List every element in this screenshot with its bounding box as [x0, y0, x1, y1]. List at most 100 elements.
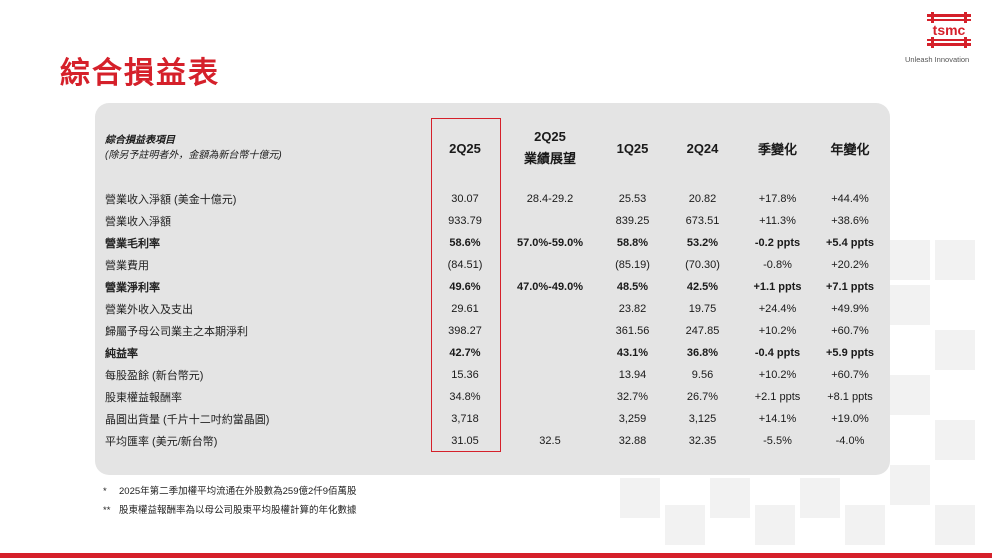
- table-row: 營業毛利率 58.6% 57.0%-59.0% 58.8% 53.2% -0.2 ppts…: [100, 232, 885, 254]
- table-cell: +60.7%: [831, 369, 869, 381]
- table-cell: 15.36: [451, 369, 479, 381]
- footnote: ** 股東權益報酬率為以母公司股東平均股權計算的年化數據: [103, 505, 357, 516]
- table-cell: +5.9 ppts: [826, 347, 874, 359]
- table-cell: 26.7%: [686, 391, 719, 403]
- decorative-square: [935, 330, 975, 370]
- table-row: 營業淨利率 49.6% 47.0%-49.0% 48.5% 42.5% +1.1 ppts…: [100, 276, 885, 298]
- table-cell: +10.2%: [758, 369, 797, 381]
- table-cell: -0.4 ppts: [754, 347, 801, 359]
- table-cell: 13.94: [618, 369, 647, 381]
- table-cell: 31.05: [451, 435, 479, 447]
- table-cell: 839.25: [615, 215, 650, 227]
- table-cell: -5.5%: [763, 435, 792, 447]
- table-cell: 19.75: [688, 303, 717, 315]
- column-header: 季變化: [757, 141, 797, 157]
- column-header: 年變化: [830, 141, 870, 157]
- footnote: * 2025年第二季加權平均流通在外股數為259億2仟9佰萬股: [103, 486, 357, 497]
- table-row: 平均匯率 (美元/新台幣) 31.05 32.5 32.88 32.35 -5.5% -4.…: [100, 430, 885, 452]
- header-label: 綜合損益表項目 (除另予註明者外，金額為新台幣十億元): [100, 118, 430, 178]
- table-cell: (70.30): [685, 259, 720, 271]
- decorative-square: [620, 478, 660, 518]
- decorative-square: [665, 505, 705, 545]
- table-cell: +49.9%: [831, 303, 869, 315]
- table-cell: 933.79: [448, 215, 482, 227]
- table-cell: 36.8%: [686, 347, 719, 359]
- table-cell: 47.0%-49.0%: [516, 281, 584, 293]
- table-cell: 673.51: [685, 215, 720, 227]
- page-title: 綜合損益表: [60, 56, 220, 91]
- table-cell: 361.56: [615, 325, 650, 337]
- table-cell: (85.19): [615, 259, 650, 271]
- table-cell: +60.7%: [831, 325, 869, 337]
- table-cell: +8.1 ppts: [827, 391, 873, 403]
- table-cell: 32.7%: [616, 391, 649, 403]
- table-cell: 49.6%: [449, 281, 481, 293]
- row-label: 營業收入淨額 (美金十億元): [105, 194, 237, 206]
- logo-text: tsmc: [933, 22, 966, 38]
- table-cell: +10.2%: [758, 325, 797, 337]
- table-cell: 25.53: [618, 193, 647, 205]
- table-cell: [500, 386, 600, 408]
- table-cell: 34.8%: [449, 391, 481, 403]
- table-cell: +44.4%: [831, 193, 869, 205]
- table-row: 歸屬予母公司業主之本期淨利 398.27 361.56 247.85 +10.2% +60…: [100, 320, 885, 342]
- table-cell: -0.2 ppts: [754, 237, 801, 249]
- table-cell: -4.0%: [835, 435, 865, 447]
- table-header-row: 綜合損益表項目 (除另予註明者外，金額為新台幣十億元) 2Q25 2Q25 業績…: [100, 118, 885, 178]
- table-cell: (84.51): [447, 259, 483, 271]
- table-cell: +19.0%: [831, 413, 869, 425]
- row-label: 營業費用: [105, 260, 149, 272]
- table-cell: +20.2%: [831, 259, 869, 271]
- decorative-square: [755, 505, 795, 545]
- table-cell: 28.4-29.2: [526, 193, 574, 205]
- column-header: 1Q25: [616, 140, 649, 156]
- table-cell: [500, 364, 600, 386]
- table-cell: [500, 408, 600, 430]
- decorative-square: [845, 505, 885, 545]
- income-statement-table: 綜合損益表項目 (除另予註明者外，金額為新台幣十億元) 2Q25 2Q25 業績…: [100, 118, 885, 452]
- table-cell: [500, 210, 600, 232]
- row-label: 股東權益報酬率: [105, 392, 182, 404]
- table-cell: 23.82: [618, 303, 647, 315]
- header-label-line2: (除另予註明者外，金額為新台幣十億元): [105, 150, 282, 161]
- row-label: 營業外收入及支出: [105, 304, 193, 316]
- table-cell: 9.56: [691, 369, 714, 381]
- table-cell: 20.82: [688, 193, 717, 205]
- table-cell: 3,259: [618, 413, 647, 425]
- row-label: 營業毛利率: [105, 238, 160, 250]
- table-cell: +5.4 ppts: [826, 237, 874, 249]
- table-body: 營業收入淨額 (美金十億元) 30.07 28.4-29.2 25.53 20.82 +1…: [100, 188, 885, 452]
- table-cell: [500, 254, 600, 276]
- table-cell: 32.5: [539, 435, 561, 447]
- bottom-accent-bar: [0, 553, 992, 558]
- table-cell: 32.88: [618, 435, 647, 447]
- table-cell: +14.1%: [758, 413, 797, 425]
- table-cell: 48.5%: [616, 281, 649, 293]
- table-cell: +24.4%: [758, 303, 797, 315]
- table-cell: [500, 320, 600, 342]
- row-label: 每股盈餘 (新台幣元): [105, 370, 204, 382]
- table-cell: +17.8%: [758, 193, 797, 205]
- table-cell: 42.7%: [449, 347, 481, 359]
- tagline: Unleash Innovation: [905, 55, 970, 64]
- decorative-square: [890, 375, 930, 415]
- current-quarter-highlight: [431, 118, 501, 452]
- decorative-square: [890, 285, 930, 325]
- row-label: 營業淨利率: [105, 282, 160, 294]
- decorative-square: [935, 420, 975, 460]
- header-label-line1: 綜合損益表項目: [105, 135, 175, 146]
- table-cell: 398.27: [448, 325, 482, 337]
- decorative-square: [935, 505, 975, 545]
- table-cell: 43.1%: [616, 347, 649, 359]
- table-row: 股東權益報酬率 34.8% 32.7% 26.7% +2.1 ppts +8.1 ppts: [100, 386, 885, 408]
- row-label: 營業收入淨額: [105, 216, 171, 228]
- row-label: 平均匯率 (美元/新台幣): [105, 436, 218, 448]
- table-cell: [500, 342, 600, 364]
- table-cell: [500, 298, 600, 320]
- decorative-square: [890, 240, 930, 280]
- table-row: 營業收入淨額 (美金十億元) 30.07 28.4-29.2 25.53 20.82 +1…: [100, 188, 885, 210]
- row-label: 純益率: [105, 348, 138, 360]
- table-row: 營業收入淨額 933.79 839.25 673.51 +11.3% +38.6%: [100, 210, 885, 232]
- footnotes: * 2025年第二季加權平均流通在外股數為259億2仟9佰萬股 ** 股東權益報酬率…: [103, 482, 357, 520]
- table-cell: +38.6%: [831, 215, 869, 227]
